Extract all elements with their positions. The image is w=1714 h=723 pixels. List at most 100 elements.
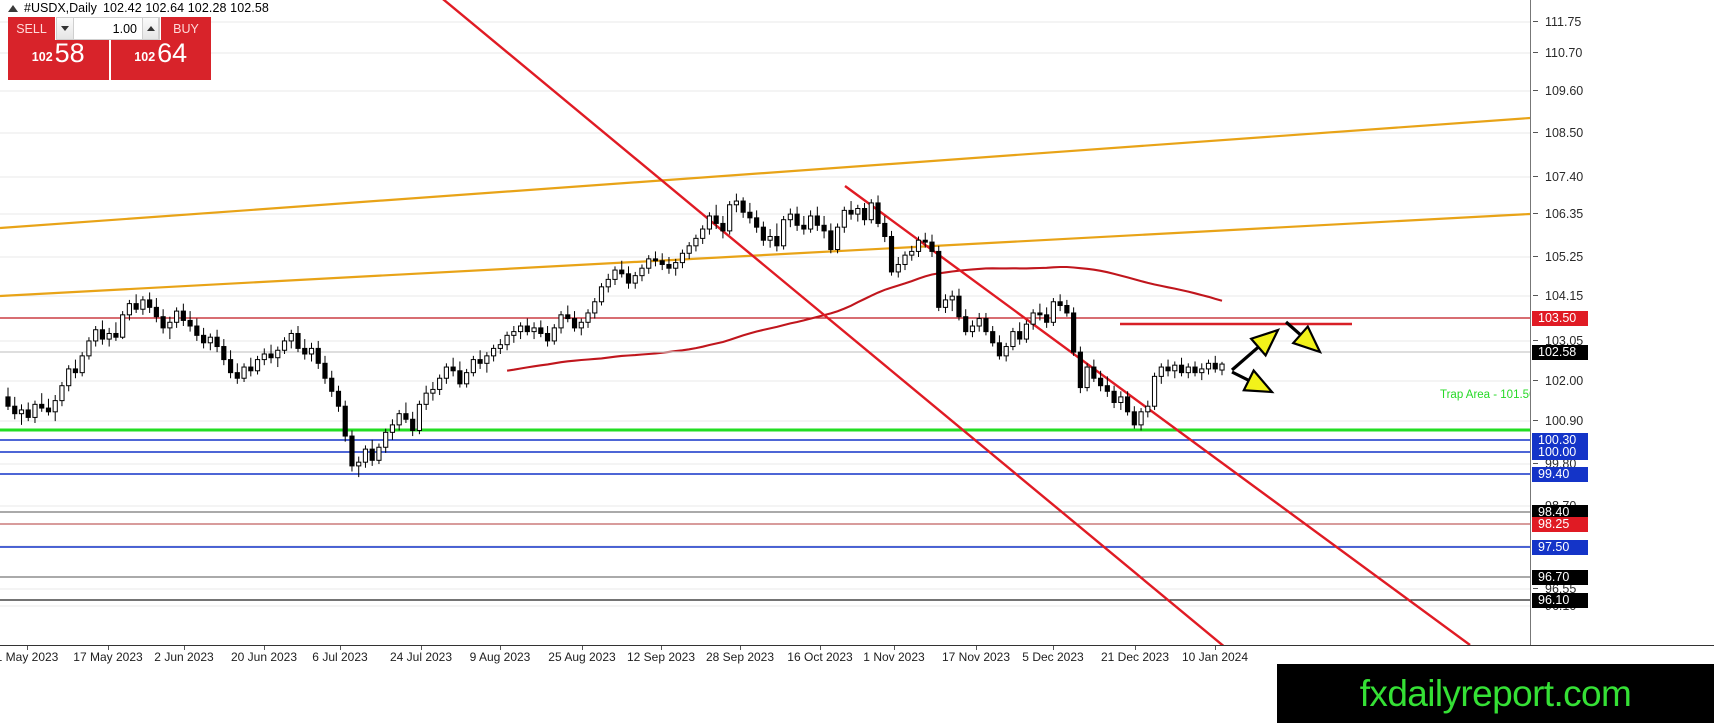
candle-bullish — [949, 295, 955, 301]
candle-bearish — [72, 368, 79, 374]
price-level-tag[interactable]: 96.70 — [1532, 570, 1588, 585]
candle-bullish — [389, 424, 396, 433]
buy-button[interactable]: BUY — [160, 17, 211, 40]
tick-mark — [1533, 380, 1538, 381]
chart-plot-area[interactable] — [0, 0, 1530, 645]
price-tick: 106.35 — [1531, 207, 1714, 221]
candle-bullish — [679, 252, 686, 264]
time-tick-label: 10 Jan 2024 — [1181, 650, 1249, 664]
volume-stepper[interactable]: 1.00 — [56, 17, 160, 40]
candle-bullish — [93, 329, 99, 342]
candle-bearish — [268, 353, 274, 359]
candle-bearish — [538, 327, 544, 334]
time-tick-mark — [976, 646, 977, 650]
volume-input[interactable]: 1.00 — [74, 18, 142, 39]
candle-bullish — [855, 208, 861, 215]
time-tick-label: 28 Sep 2023 — [705, 650, 775, 664]
price-level-tag[interactable]: 99.40 — [1532, 467, 1588, 482]
candle-bullish — [504, 334, 510, 346]
time-tick-mark — [894, 646, 895, 650]
candle-bullish — [1219, 363, 1225, 371]
trade-prices-row: 102 58 102 64 — [8, 40, 211, 80]
price-tick: 102.00 — [1531, 374, 1714, 388]
candle-bullish — [1084, 366, 1090, 389]
candle-bullish — [693, 237, 699, 247]
price-tick: 111.75 — [1531, 15, 1714, 29]
tick-mark — [1533, 463, 1538, 464]
volume-increase-button[interactable] — [142, 18, 159, 39]
candle-bullish — [140, 299, 146, 310]
candle-bullish — [1010, 331, 1016, 348]
candle-bullish — [383, 431, 389, 448]
candle-bearish — [1044, 314, 1050, 323]
time-tick-mark — [820, 646, 821, 650]
volume-decrease-button[interactable] — [57, 18, 74, 39]
candle-bearish — [153, 306, 159, 318]
price-level-tag[interactable]: 97.50 — [1532, 540, 1588, 555]
buy-price-button[interactable]: 102 64 — [110, 40, 211, 80]
candle-bearish — [1017, 331, 1023, 340]
candle-bearish — [113, 332, 119, 338]
time-tick-label: 2 Jun 2023 — [154, 650, 214, 664]
candle-bullish — [1030, 312, 1036, 325]
forecast-arrow-down-2[interactable] — [1231, 368, 1275, 394]
trade-controls-row: SELL 1.00 BUY — [8, 17, 211, 40]
candle-bearish — [194, 325, 200, 336]
forecast-arrow-down-1[interactable] — [1284, 320, 1323, 354]
candle-bullish — [558, 314, 564, 329]
price-tick: 105.25 — [1531, 250, 1714, 264]
candle-bearish — [5, 396, 11, 407]
price-scale[interactable]: 111.75 110.70 109.60 108.50 107.40 106.35 105.… — [1530, 0, 1714, 645]
descending-trendline-lower — [844, 185, 1471, 645]
price-level-tag[interactable]: 98.40 — [1532, 505, 1588, 520]
time-tick-label: 21 Dec 2023 — [1100, 650, 1170, 664]
candle-bearish — [619, 269, 625, 275]
time-tick-label: 20 Jun 2023 — [230, 650, 298, 664]
candle-bearish — [221, 346, 227, 361]
price-level-tag[interactable]: 98.25 — [1532, 517, 1588, 532]
candle-bearish — [1131, 411, 1137, 426]
candle-bullish — [612, 269, 618, 280]
price-level-tag[interactable]: 102.58 — [1532, 345, 1588, 360]
forecast-arrow-up[interactable] — [1230, 328, 1281, 372]
time-tick-label: 17 Nov 2023 — [941, 650, 1011, 664]
tick-mark — [1533, 176, 1538, 177]
candle-bearish — [39, 403, 45, 409]
candle-bearish — [1077, 351, 1083, 389]
candle-bullish — [808, 215, 814, 230]
candle-bullish — [1023, 323, 1029, 340]
candle-bearish — [403, 413, 409, 420]
candle-bullish — [895, 263, 901, 273]
candle-bearish — [713, 215, 719, 224]
tick-mark — [1533, 52, 1538, 53]
candle-bullish — [308, 347, 315, 355]
candle-bearish — [248, 366, 254, 372]
price-level-tag[interactable]: 100.30 — [1532, 433, 1588, 448]
candle-bearish — [369, 448, 375, 461]
tick-mark — [1533, 295, 1538, 296]
one-click-trading-panel[interactable]: SELL 1.00 BUY 102 58 102 64 — [8, 17, 211, 80]
candle-bullish — [106, 332, 112, 340]
time-tick-label: 25 Aug 2023 — [548, 650, 616, 664]
price-level-tag[interactable]: 96.10 — [1532, 593, 1588, 608]
price-level-tag[interactable]: 103.50 — [1532, 311, 1588, 326]
price-level-tag[interactable]: 100.00 — [1532, 445, 1588, 460]
price-tick: 109.60 — [1531, 84, 1714, 98]
candle-bullish — [841, 209, 847, 228]
candle-bearish — [666, 263, 672, 269]
candle-bearish — [996, 342, 1003, 357]
sell-price-button[interactable]: 102 58 — [8, 40, 111, 80]
sell-button[interactable]: SELL — [8, 17, 56, 40]
candle-bullish — [781, 219, 787, 247]
candle-bearish — [1124, 396, 1131, 413]
candle-bearish — [295, 332, 301, 349]
candle-bullish — [1145, 405, 1151, 413]
candle-bearish — [1098, 377, 1104, 387]
candle-bullish — [281, 340, 288, 351]
candle-bearish — [1071, 312, 1077, 353]
candle-bullish — [79, 355, 85, 374]
candle-bullish — [423, 392, 429, 405]
candle-bullish — [443, 366, 449, 379]
triangle-up-icon[interactable] — [8, 4, 18, 12]
candle-bearish — [544, 332, 551, 342]
